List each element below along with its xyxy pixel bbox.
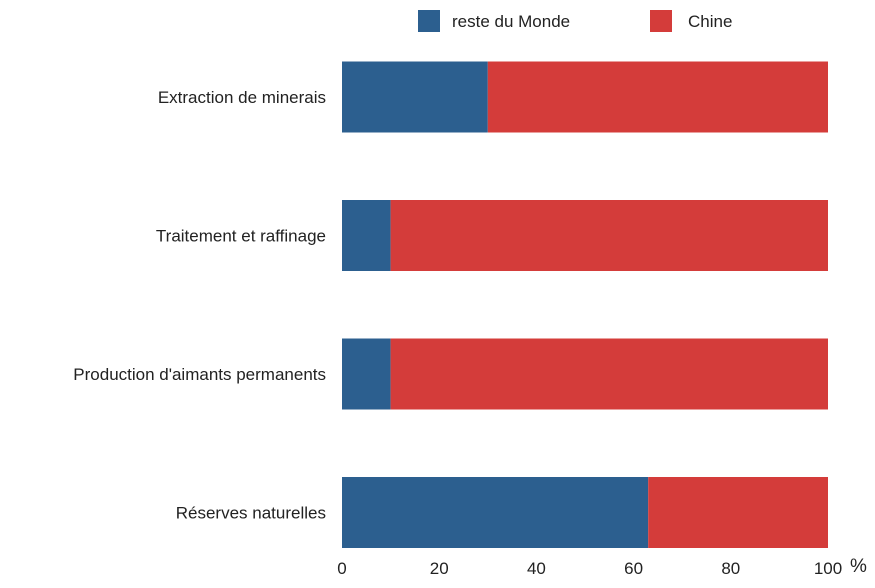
x-tick-label: 100 xyxy=(814,559,842,578)
bar-segment-reste-du-monde xyxy=(342,338,391,410)
x-tick-label: 60 xyxy=(624,559,643,578)
category-labels: Extraction de minerais Traitement et raf… xyxy=(73,88,326,523)
legend: reste du Monde Chine xyxy=(418,10,732,32)
bar-segment-reste-du-monde xyxy=(342,200,391,271)
category-label: Extraction de minerais xyxy=(158,88,326,107)
legend-swatch-chine xyxy=(650,10,672,32)
x-axis-unit: % xyxy=(850,556,867,577)
legend-label-reste-du-monde: reste du Monde xyxy=(452,12,570,31)
x-tick-label: 20 xyxy=(430,559,449,578)
category-label: Production d'aimants permanents xyxy=(73,365,326,384)
legend-swatch-reste-du-monde xyxy=(418,10,440,32)
category-label: Réserves naturelles xyxy=(176,504,326,523)
bar-segment-chine xyxy=(390,200,828,271)
bar-segment-chine xyxy=(648,477,828,548)
legend-label-chine: Chine xyxy=(688,12,732,31)
x-tick-label: 40 xyxy=(527,559,546,578)
bar-segment-reste-du-monde xyxy=(342,477,649,548)
bar-segment-chine xyxy=(390,338,828,410)
category-label: Traitement et raffinage xyxy=(156,227,326,246)
bar-segment-chine xyxy=(487,61,828,133)
x-tick-label: 80 xyxy=(721,559,740,578)
x-axis: 0 20 40 60 80 100 % xyxy=(337,556,867,578)
bar-segment-reste-du-monde xyxy=(342,61,488,133)
x-tick-label: 0 xyxy=(337,559,346,578)
bars xyxy=(342,61,828,548)
